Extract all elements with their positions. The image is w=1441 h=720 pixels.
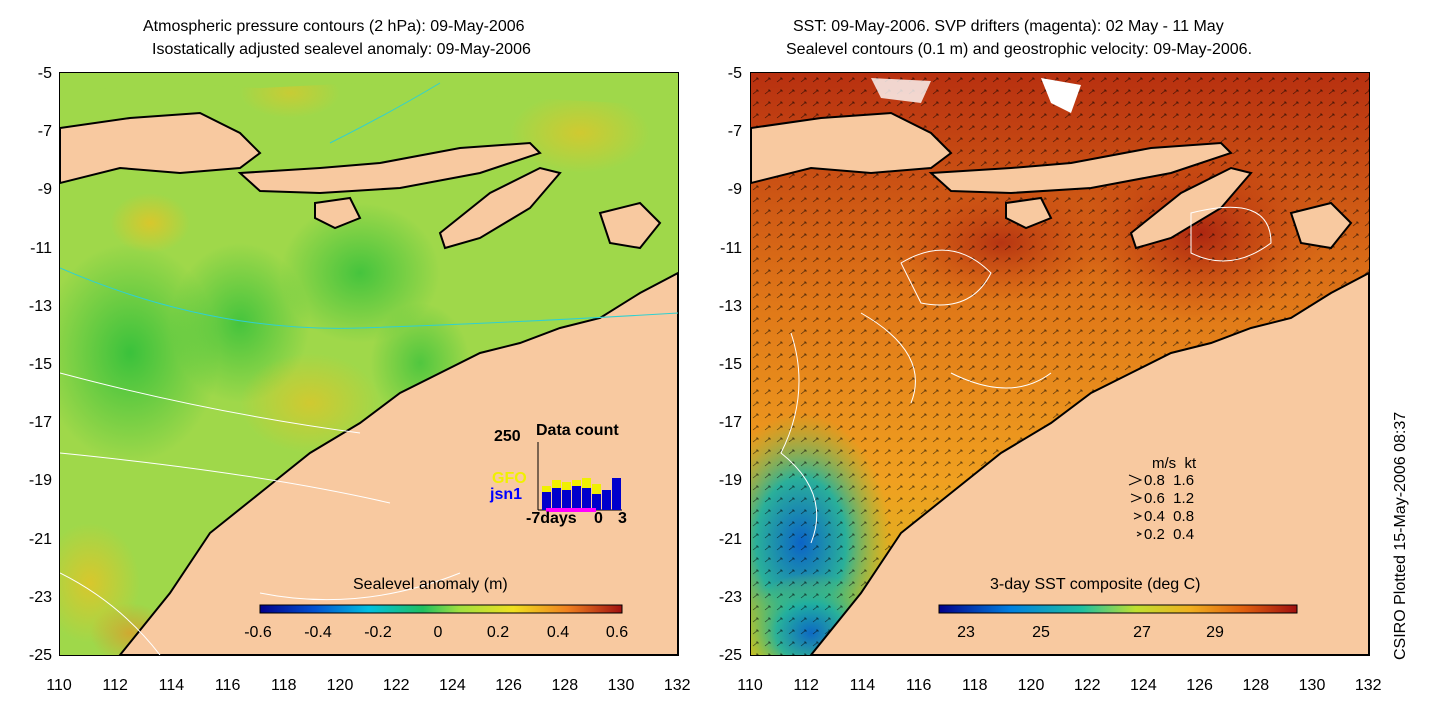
left-ytick: -19 [28,472,52,490]
sst-cb-tick-3: 29 [1206,624,1224,641]
sla-cb-tick-3: 0 [433,624,443,641]
sla-cb-tick-4: 0.2 [486,624,510,641]
left-xtick: 130 [607,677,635,694]
sst-map-graphic [751,73,1369,655]
left-ytick: -5 [37,65,52,82]
right-xtick: 128 [1242,677,1270,694]
inset-ymax: 250 [494,428,521,445]
right-xtick: 112 [793,677,819,694]
sst-colorbar-label: 3-day SST composite (deg C) [990,576,1201,593]
right-xtick: 122 [1073,677,1101,694]
left-ytick: -15 [28,356,52,373]
right-ytick: -25 [718,647,742,664]
sst-map [750,72,1370,656]
right-xtick: 120 [1017,677,1045,694]
left-ytick: -11 [30,239,52,257]
right-title-line1: SST: 09-May-2006. SVP drifters (magenta)… [793,18,1224,35]
left-ytick: -17 [28,414,52,432]
right-xtick: 110 [737,677,763,694]
right-ytick: -11 [720,239,742,257]
legend-header: m/s kt [1152,455,1197,472]
sst-cb-tick-0: 23 [957,624,975,641]
inset-xlabel-mid: 0 [594,510,603,527]
right-xtick: 132 [1354,677,1382,694]
sla-cb-tick-0: -0.6 [244,624,272,641]
right-xtick: 126 [1186,677,1213,694]
sst-cb-tick-2: 27 [1133,624,1151,641]
inset-sat-gfo: GFO [492,470,527,487]
inset-xlabel-right: 3 [618,510,627,527]
left-ytick: -21 [28,530,52,548]
left-ytick: -7 [37,123,52,141]
left-xtick: 132 [663,677,691,694]
right-ytick: -13 [718,297,742,315]
left-xtick: 112 [102,677,128,694]
left-ytick: -25 [28,647,52,664]
legend-row-0: 0.8 1.6 [1144,472,1195,489]
sla-cb-tick-5: 0.4 [546,624,570,641]
legend-arrow-icons [1128,474,1143,537]
sla-cb-tick-6: 0.6 [605,624,629,641]
inset-sat-jsn1: jsn1 [490,486,523,503]
right-ytick: -5 [727,65,742,82]
right-ytick: -23 [718,588,742,606]
sla-cb-tick-2: -0.2 [364,624,392,641]
right-title-line2: Sealevel contours (0.1 m) and geostrophi… [786,41,1253,58]
left-ytick: -9 [37,181,52,199]
left-xtick: 120 [326,677,354,694]
right-ytick: -21 [718,530,742,548]
left-ytick: -23 [28,588,52,606]
right-ytick: -15 [718,356,742,373]
left-xtick: 128 [551,677,579,694]
legend-row-1: 0.6 1.2 [1144,490,1195,507]
right-ytick: -19 [718,472,742,490]
inset-bar-graphic [537,442,622,512]
left-title-line1: Atmospheric pressure contours (2 hPa): 0… [143,18,525,35]
sla-colorbar [259,604,623,614]
left-title-line2: Isostatically adjusted sealevel anomaly:… [152,41,531,58]
sla-colorbar-label: Sealevel anomaly (m) [353,576,508,593]
left-xtick: 124 [439,677,466,694]
right-xtick: 124 [1130,677,1157,694]
velocity-legend: m/s kt 0.8 1.6 0.6 1.2 0.4 0.8 0.2 0.4 [1128,455,1228,545]
left-xtick: 122 [382,677,410,694]
left-xtick: 116 [214,677,241,694]
right-xtick: 114 [849,677,876,694]
left-ytick: -13 [28,297,52,315]
sst-colorbar [938,604,1298,614]
left-xtick: 118 [271,677,297,694]
sla-cb-tick-1: -0.4 [304,624,332,641]
right-xtick: 130 [1298,677,1326,694]
plot-credit: CSIRO Plotted 15-May-2006 08:37 [1392,411,1409,660]
left-xtick: 126 [495,677,522,694]
right-ytick: -7 [727,123,742,141]
legend-row-3: 0.2 0.4 [1144,526,1195,543]
left-xtick: 114 [158,677,185,694]
right-ytick: -9 [727,181,742,199]
data-count-inset: Data count 250 GFO jsn1 -7days 0 3 [490,420,640,530]
inset-title: Data count [536,422,619,439]
sealevel-map-graphic [60,73,678,655]
right-ytick: -17 [718,414,742,432]
sst-cb-tick-1: 25 [1032,624,1050,641]
inset-xlabel-left: -7days [526,510,577,527]
right-xtick: 116 [905,677,932,694]
right-xtick: 118 [962,677,988,694]
left-xtick: 110 [46,677,72,694]
legend-row-2: 0.4 0.8 [1144,508,1195,525]
sealevel-anomaly-map [59,72,679,656]
